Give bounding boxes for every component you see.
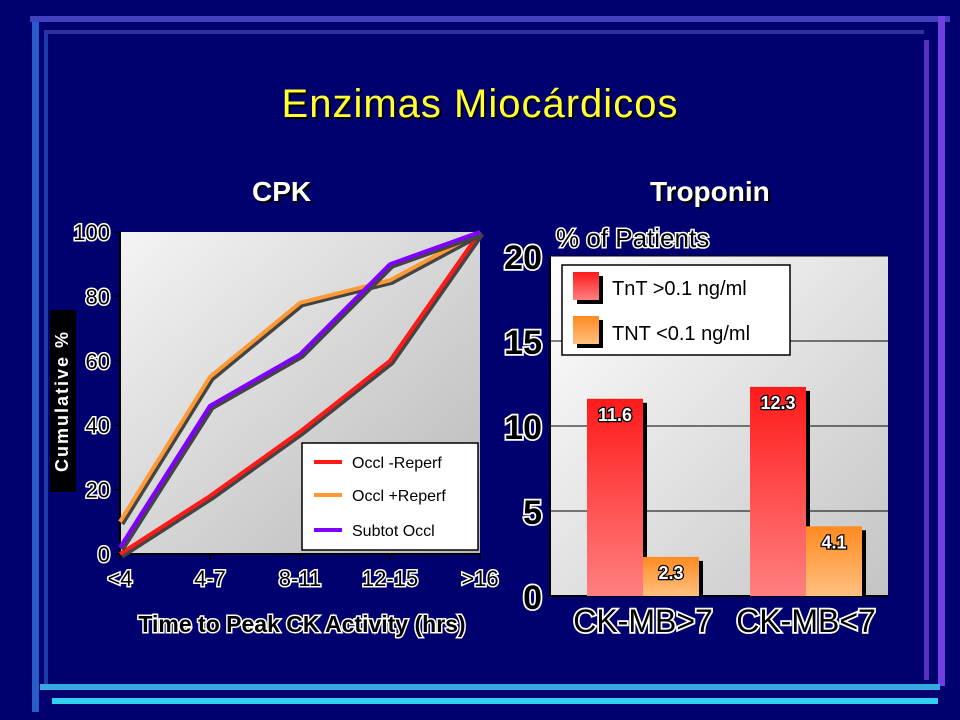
frame-top-bar	[30, 16, 950, 22]
bar-tnt-high-label: 12.3	[760, 393, 795, 413]
frame-right-bar-2	[924, 40, 929, 680]
frame-bottom-bar	[40, 684, 940, 690]
bar-tnt-low	[643, 556, 699, 596]
troponin-y-tick-label: 5	[523, 494, 542, 532]
legend-occl-plus-reperf: Occl +Reperf	[352, 488, 446, 505]
bar-tnt-high	[750, 386, 806, 596]
cpk-y-tick-label: 0	[98, 542, 110, 567]
troponin-heading: Troponin	[650, 176, 770, 207]
cpk-y-tick-label: 80	[86, 284, 110, 309]
troponin-x-tick-label: CK-MB>7	[573, 603, 713, 639]
bar-tnt-high	[587, 398, 643, 596]
bar-tnt-low-label: 2.3	[658, 563, 683, 583]
frame-left-bar-2	[44, 34, 48, 684]
cpk-x-tick-label: 4-7	[194, 566, 226, 591]
bar-tnt-high-label: 11.6	[598, 405, 632, 425]
frame-top-bar-2	[44, 30, 924, 34]
cpk-x-tick-label: <4	[107, 566, 132, 591]
frame-bottom-bar-2	[52, 698, 938, 704]
cpk-x-tick-label: >16	[461, 566, 498, 591]
legend-occl-reperf: Occl -Reperf	[352, 455, 442, 472]
legend-tnt-high: TnT >0.1 ng/ml	[612, 278, 747, 300]
slide-title: Enzimas Miocárdicos	[281, 82, 679, 126]
line-occl-reperf-shadow	[120, 232, 485, 559]
cpk-y-tick-label: 40	[86, 413, 110, 438]
frame-right-bar	[938, 16, 945, 686]
cpk-x-tick-label: 12-15	[362, 566, 418, 591]
cpk-x-tick-label: 8-11	[279, 566, 321, 591]
cpk-ylabel: Cumulative %	[52, 330, 72, 472]
troponin-y-tick-label: 20	[504, 239, 542, 277]
cpk-y-tick-label: 20	[86, 478, 110, 503]
cpk-ylabel-bg	[50, 310, 76, 492]
bar-tnt-low	[806, 526, 862, 596]
troponin-ylabel: % of Patients	[556, 223, 709, 253]
troponin-x-tick-label: CK-MB<7	[736, 603, 876, 639]
cpk-y-tick-label: 60	[86, 349, 110, 374]
legend-swatch-tnt-low	[573, 316, 599, 344]
legend-tnt-low: TNT <0.1 ng/ml	[612, 323, 750, 345]
line-subtot-occl-shadow	[119, 231, 483, 551]
cpk-y-tick-label: 100	[73, 220, 110, 245]
line-occl-plus-reperf	[118, 230, 481, 523]
line-occl-reperf	[118, 230, 482, 556]
troponin-y-tick-label: 15	[504, 324, 542, 362]
troponin-y-tick-label: 0	[523, 579, 542, 617]
troponin-chart: % of Patients 0 5 10 15 20 CK-MB>7 CK-MB<7 11.…	[502, 222, 888, 641]
cpk-heading: CPK	[252, 176, 312, 207]
line-subtot-occl	[118, 230, 481, 549]
frame-left-bar	[32, 22, 39, 712]
legend-swatch-tnt-high	[573, 272, 599, 300]
cpk-xlabel: Time to Peak CK Activity (hrs)	[138, 611, 465, 637]
line-occl-plus-reperf-shadow	[119, 231, 484, 526]
troponin-y-tick-label: 10	[504, 409, 542, 447]
legend-subtot-occl: Subtot Occl	[352, 523, 435, 540]
bar-tnt-low-label: 4.1	[821, 532, 846, 552]
cpk-chart: 0 20 40 60 80 100 <4 4-7 8-11 12-15 >16 Cumulative…	[50, 219, 500, 639]
